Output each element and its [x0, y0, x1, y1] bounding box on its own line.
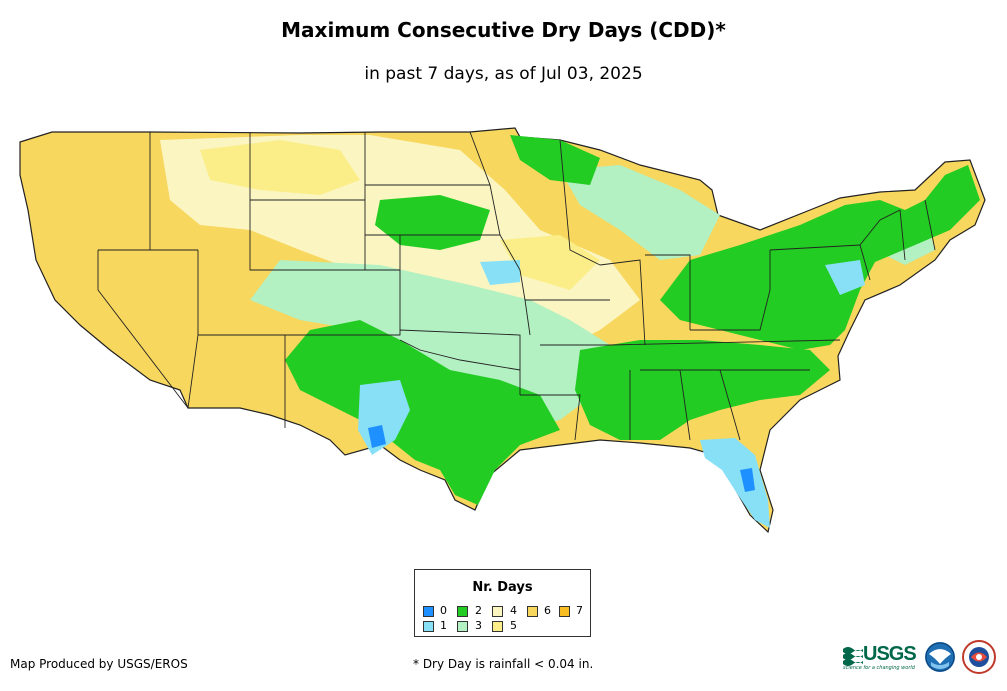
legend-swatch-1	[423, 621, 434, 632]
legend-label-3: 3	[475, 619, 482, 632]
legend-title: Nr. Days	[472, 580, 533, 595]
legend-swatch-5	[492, 621, 503, 632]
dry-day-footnote: * Dry Day is rainfall < 0.04 in.	[413, 657, 594, 671]
legend-swatch-7	[559, 606, 570, 617]
zone-class-2-north	[375, 135, 600, 250]
usgs-wave-icon	[843, 647, 863, 666]
legend-swatch-0	[423, 606, 434, 617]
usgs-tagline: science for a changing world	[843, 665, 915, 671]
zone-class-1	[358, 260, 865, 528]
zone-class-5	[200, 140, 600, 335]
legend-swatch-3	[457, 621, 468, 632]
noaa-emblem-icon	[925, 642, 955, 672]
legend-label-2: 2	[475, 604, 482, 617]
legend-swatch-4	[492, 606, 503, 617]
nws-logo	[962, 640, 996, 674]
legend-swatch-2	[457, 606, 468, 617]
legend-swatch-6	[527, 606, 538, 617]
zone-class-2-south	[575, 340, 830, 440]
map-title: Maximum Consecutive Dry Days (CDD)*	[281, 18, 726, 42]
legend-label-6: 6	[544, 604, 551, 617]
state-boundaries	[97, 131, 936, 441]
map-subtitle: in past 7 days, as of Jul 03, 2025	[364, 64, 643, 84]
legend-label-1: 1	[440, 619, 447, 632]
usgs-logo-text: USGS	[863, 643, 917, 665]
usgs-logo: USGS science for a changing world	[843, 643, 919, 673]
map-credit: Map Produced by USGS/EROS	[10, 657, 188, 671]
legend-label-4: 4	[510, 604, 517, 617]
legend-label-7: 7	[576, 604, 583, 617]
noaa-logo	[925, 642, 955, 672]
nws-emblem-icon	[962, 640, 996, 674]
legend-label-0: 0	[440, 604, 447, 617]
legend: Nr. Days 0 1 2 3 4 5 6 7	[414, 569, 591, 637]
zone-class-2-texas	[285, 320, 560, 505]
contiguous-us-map	[19, 127, 986, 534]
legend-label-5: 5	[510, 619, 517, 632]
